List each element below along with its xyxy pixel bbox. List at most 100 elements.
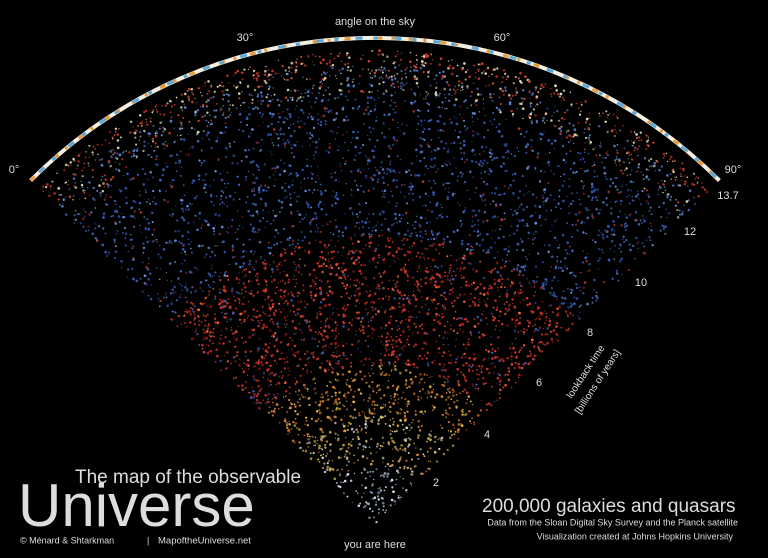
galaxy-dot xyxy=(649,239,652,242)
galaxy-dot xyxy=(431,269,434,271)
galaxy-dot xyxy=(242,282,245,285)
galaxy-dot xyxy=(448,93,451,96)
galaxy-dot xyxy=(680,212,684,216)
galaxy-dot xyxy=(218,278,222,282)
galaxy-dot xyxy=(460,89,462,92)
galaxy-dot xyxy=(320,62,323,65)
galaxy-dot xyxy=(301,168,304,171)
galaxy-dot xyxy=(45,183,49,186)
galaxy-dot xyxy=(547,197,550,200)
galaxy-dot xyxy=(251,107,254,110)
galaxy-dot xyxy=(440,436,444,440)
galaxy-dot xyxy=(321,345,325,348)
galaxy-dot xyxy=(549,304,552,307)
galaxy-dot xyxy=(421,323,424,326)
galaxy-dot xyxy=(246,123,249,127)
galaxy-dot xyxy=(436,273,439,276)
galaxy-dot xyxy=(165,293,167,296)
galaxy-dot xyxy=(321,334,324,337)
galaxy-dot xyxy=(463,209,466,212)
galaxy-dot xyxy=(590,182,594,186)
galaxy-dot xyxy=(530,309,533,313)
galaxy-dot xyxy=(328,360,331,363)
galaxy-dot xyxy=(300,99,303,102)
galaxy-dot xyxy=(372,387,374,389)
galaxy-dot xyxy=(156,130,158,132)
galaxy-dot xyxy=(272,209,275,212)
galaxy-dot xyxy=(165,165,169,169)
galaxy-dot xyxy=(402,487,404,489)
galaxy-dot xyxy=(195,330,197,332)
galaxy-dot xyxy=(626,139,629,142)
galaxy-dot xyxy=(350,404,352,407)
galaxy-dot xyxy=(180,93,183,96)
galaxy-dot xyxy=(355,428,358,432)
galaxy-dot xyxy=(452,277,455,281)
galaxy-dot xyxy=(616,149,618,152)
galaxy-dot xyxy=(544,83,547,86)
galaxy-dot xyxy=(363,412,366,415)
galaxy-dot xyxy=(449,354,452,357)
galaxy-dot xyxy=(347,90,351,93)
galaxy-dot xyxy=(423,455,426,458)
galaxy-dot xyxy=(306,423,309,427)
galaxy-dot xyxy=(388,295,391,298)
galaxy-dot xyxy=(481,333,485,336)
galaxy-dot xyxy=(471,369,474,372)
galaxy-dot xyxy=(446,380,450,383)
galaxy-dot xyxy=(266,124,270,128)
galaxy-dot xyxy=(498,109,502,112)
galaxy-dot xyxy=(622,235,625,238)
galaxy-dot xyxy=(514,361,517,365)
galaxy-dot xyxy=(630,158,634,161)
galaxy-dot xyxy=(647,159,650,162)
galaxy-dot xyxy=(408,298,411,301)
galaxy-dot xyxy=(584,128,586,130)
galaxy-dot xyxy=(335,407,339,410)
galaxy-dot xyxy=(104,250,108,254)
galaxy-dot xyxy=(166,200,170,204)
galaxy-dot xyxy=(69,161,72,164)
galaxy-dot xyxy=(304,300,306,303)
galaxy-dot xyxy=(371,380,374,384)
galaxy-dot xyxy=(408,385,411,389)
galaxy-dot xyxy=(545,320,547,322)
galaxy-dot xyxy=(377,90,379,92)
galaxy-dot xyxy=(444,297,448,301)
galaxy-dot xyxy=(219,173,222,175)
galaxy-dot xyxy=(298,267,301,269)
galaxy-dot xyxy=(207,293,210,296)
galaxy-dot xyxy=(309,230,313,233)
galaxy-dot xyxy=(133,154,136,158)
galaxy-dot xyxy=(628,194,630,197)
galaxy-dot xyxy=(207,325,209,327)
galaxy-dot xyxy=(326,406,329,410)
galaxy-dot xyxy=(166,304,169,307)
galaxy-dot xyxy=(378,388,382,391)
galaxy-dot xyxy=(347,470,349,472)
galaxy-dot xyxy=(471,209,474,212)
galaxy-dot xyxy=(595,291,598,294)
galaxy-dot xyxy=(394,212,397,216)
galaxy-dot xyxy=(281,374,284,377)
galaxy-dot xyxy=(498,359,501,361)
galaxy-dot xyxy=(507,366,510,370)
galaxy-dot xyxy=(267,367,270,370)
galaxy-dot xyxy=(424,217,427,219)
galaxy-dot xyxy=(326,465,330,469)
galaxy-dot xyxy=(293,354,297,358)
galaxy-dot xyxy=(196,139,200,143)
galaxy-dot xyxy=(645,175,648,179)
galaxy-dot xyxy=(462,276,465,279)
galaxy-dot xyxy=(645,189,648,192)
galaxy-dot xyxy=(517,208,519,211)
galaxy-dot xyxy=(615,132,618,134)
galaxy-dot xyxy=(370,317,372,319)
galaxy-dot xyxy=(403,417,406,419)
galaxy-dot xyxy=(387,380,390,382)
galaxy-dot xyxy=(146,218,149,221)
galaxy-dot xyxy=(403,411,406,415)
galaxy-dot xyxy=(438,374,442,378)
galaxy-dot xyxy=(465,402,468,405)
galaxy-dot xyxy=(141,120,143,122)
